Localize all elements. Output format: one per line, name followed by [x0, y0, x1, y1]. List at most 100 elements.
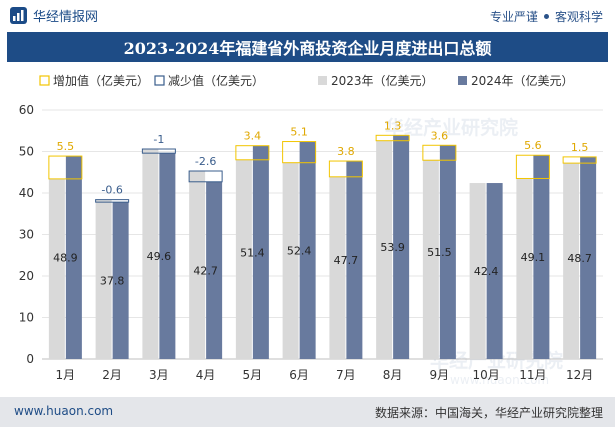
bar-2023: [563, 163, 580, 359]
bar-2024: [112, 202, 129, 359]
footer-source: 数据来源：中国海关，华经产业研究院整理: [374, 406, 603, 420]
tagline: 专业严谨 客观科学: [490, 8, 603, 25]
change-label: 1.3: [384, 119, 402, 132]
bar-2023: [376, 140, 393, 359]
value-label-2024: 37.8: [100, 275, 125, 288]
increase-box: [235, 145, 270, 161]
legend-swatch-increase: [39, 75, 50, 86]
x-tick-label: 11月: [519, 368, 546, 382]
change-label: 1.5: [571, 141, 589, 154]
bar-2024: [299, 141, 316, 359]
brand-logo: 华经情报网: [10, 6, 98, 25]
bar-2023: [516, 178, 533, 359]
x-tick-label: 3月: [149, 368, 169, 382]
value-label-2024: 51.5: [427, 246, 452, 259]
increase-box: [328, 160, 363, 178]
chart-plot: 增加值（亿美元） 减少值（亿美元） 2023年（亿美元） 2024年（亿美元） …: [19, 73, 603, 387]
decrease-box: [188, 170, 223, 183]
footer-website[interactable]: www.huaon.com: [14, 404, 114, 418]
change-label: -1: [153, 133, 164, 146]
x-tick-label: 1月: [56, 368, 76, 382]
change-label: -0.6: [101, 184, 122, 197]
change-label: 5.5: [57, 140, 75, 153]
increase-box: [375, 134, 410, 142]
tagline-dot: [543, 14, 549, 19]
legend-swatch-2023: [318, 76, 327, 85]
x-tick-label: 2月: [102, 368, 122, 382]
bar-2023: [329, 176, 346, 359]
increase-box: [422, 144, 457, 161]
bar-2023: [469, 183, 486, 359]
value-label-2024: 51.4: [240, 246, 265, 259]
change-label: 3.8: [337, 145, 355, 158]
bar-2024: [533, 155, 550, 359]
increase-box: [282, 141, 317, 164]
chart-bars: [48, 134, 597, 359]
x-tick-label: 10月: [472, 368, 499, 382]
value-label-2024: 49.6: [147, 250, 172, 263]
value-label-2024: 53.9: [380, 241, 405, 254]
bar-2024: [393, 135, 410, 359]
bar-2023: [189, 171, 206, 359]
value-label-2024: 48.9: [53, 252, 78, 265]
change-label: 5.1: [290, 126, 308, 139]
tagline-objective: 客观科学: [554, 10, 603, 24]
x-tick-label: 6月: [289, 368, 309, 382]
bar-2023: [282, 162, 299, 359]
bar-2024: [65, 156, 82, 359]
legend-label-2024: 2024年（亿美元）: [471, 73, 574, 88]
tagline-professional: 专业严谨: [489, 10, 538, 24]
top-bar: 华经情报网 专业严谨 客观科学: [0, 0, 615, 30]
x-tick-label: 4月: [196, 368, 216, 382]
watermark-text-upper: 华经产业研究院: [385, 116, 518, 139]
decrease-box: [95, 199, 130, 203]
bar-2024: [206, 181, 223, 359]
logo-icon: [10, 6, 27, 24]
x-tick-label: 9月: [430, 368, 450, 382]
bar-2024: [439, 145, 456, 359]
footer-bar: www.huaon.com 数据来源：中国海关，华经产业研究院整理: [0, 397, 615, 427]
bar-2023: [142, 149, 159, 359]
y-tick-label: 40: [19, 186, 34, 200]
change-label: 3.4: [244, 130, 262, 143]
bar-2023: [95, 199, 112, 359]
value-label-2024: 42.7: [193, 264, 218, 277]
y-tick-label: 10: [19, 311, 34, 325]
value-label-2024: 48.7: [567, 252, 592, 265]
bar-2024: [159, 153, 176, 359]
y-tick-label: 60: [19, 103, 34, 117]
watermark-url: www.huaon.com: [450, 373, 549, 387]
value-label-2024: 42.4: [474, 265, 499, 278]
chart-axes: 0 10 20 30 40 50 60 1月 2月 3月 4月 5月 6月 7月 8月 9月 10月 11月 12月: [19, 103, 603, 382]
x-tick-label: 8月: [383, 368, 403, 382]
legend-label-decrease: 减少值（亿美元）: [168, 73, 264, 88]
bar-2023: [235, 159, 252, 359]
bar-2023: [48, 178, 65, 359]
change-label: -2.6: [195, 155, 216, 168]
value-label-2024: 47.7: [334, 254, 359, 267]
bar-2023: [422, 160, 439, 359]
x-tick-label: 7月: [336, 368, 356, 382]
bar-2024: [486, 183, 503, 359]
increase-box: [562, 156, 597, 164]
legend-label-2023: 2023年（亿美元）: [331, 73, 434, 88]
legend-swatch-2024: [458, 76, 467, 85]
y-tick-label: 30: [19, 228, 34, 242]
increase-box: [48, 155, 83, 180]
decrease-box: [141, 148, 176, 154]
chart-title-bar: 2023-2024年福建省外商投资企业月度进出口总额: [7, 32, 608, 62]
bar-2024: [346, 161, 363, 359]
x-tick-label: 5月: [243, 368, 263, 382]
change-label: 5.6: [524, 139, 542, 152]
change-label: 3.6: [431, 129, 449, 142]
chart-title: 2023-2024年福建省外商投资企业月度进出口总额: [123, 39, 492, 58]
x-tick-label: 12月: [566, 368, 593, 382]
value-label-2024: 49.1: [521, 251, 546, 264]
bar-2024: [580, 156, 597, 359]
y-tick-label: 0: [26, 352, 34, 366]
chart-legend: 增加值（亿美元） 减少值（亿美元） 2023年（亿美元） 2024年（亿美元）: [39, 73, 574, 88]
legend-swatch-decrease: [154, 75, 165, 86]
value-label-2024: 52.4: [287, 244, 312, 257]
chart-labels: 5.5 48.9 -0.6 37.8 -1 49.6 -2.6 42.7 3.4 51.4 5.1 5…: [53, 119, 592, 287]
